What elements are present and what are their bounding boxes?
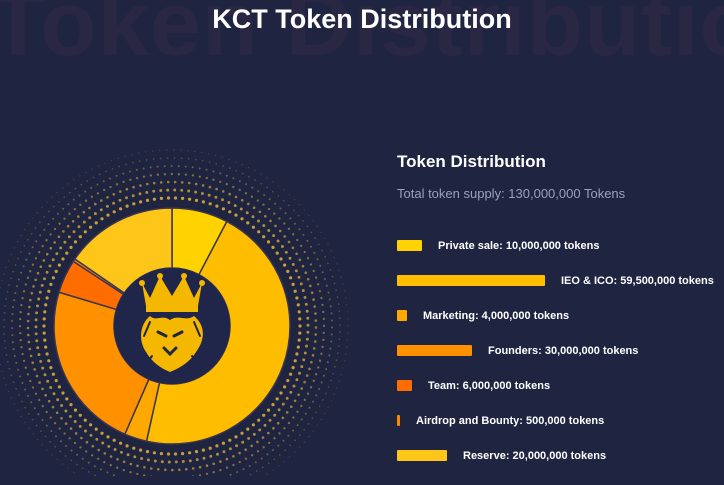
legend-item: Private sale: 10,000,000 tokens	[397, 228, 717, 263]
legend-bar	[397, 310, 407, 321]
panel-heading: Token Distribution	[397, 152, 546, 171]
donut-slices	[53, 207, 291, 445]
legend-item: Team: 6,000,000 tokens	[397, 368, 717, 403]
legend-label: Private sale: 10,000,000 tokens	[438, 239, 600, 252]
legend-item: Reserve: 20,000,000 tokens	[397, 438, 717, 473]
lion-crown-logo	[139, 273, 205, 372]
legend-bar	[397, 415, 400, 426]
legend-label: Marketing: 4,000,000 tokens	[423, 309, 570, 322]
dot-halo	[0, 149, 349, 481]
page-title: KCT Token Distribution	[212, 4, 512, 34]
legend-bar	[397, 240, 422, 251]
legend-bar	[397, 450, 447, 461]
legend-label: Founders: 30,000,000 tokens	[488, 344, 639, 357]
legend-bar	[397, 345, 472, 356]
legend-label: Team: 6,000,000 tokens	[428, 379, 551, 392]
legend-label: Airdrop and Bounty: 500,000 tokens	[416, 414, 605, 427]
distribution-panel: Token Distribution Total token supply: 1…	[397, 152, 717, 201]
legend-label: IEO & ICO: 59,500,000 tokens	[561, 274, 714, 287]
legend-bar	[397, 275, 545, 286]
donut-chart-svg	[0, 149, 349, 481]
legend-label: Reserve: 20,000,000 tokens	[463, 449, 607, 462]
legend-item: Airdrop and Bounty: 500,000 tokens	[397, 403, 717, 438]
donut-chart	[0, 126, 360, 481]
legend-item: IEO & ICO: 59,500,000 tokens	[397, 263, 717, 298]
legend-item: Marketing: 4,000,000 tokens	[397, 298, 717, 333]
background-watermark-text: Token Distributio	[0, 0, 724, 75]
total-supply-text: Total token supply: 130,000,000 Tokens	[397, 186, 626, 201]
legend-bar	[397, 380, 412, 391]
legend-item: Founders: 30,000,000 tokens	[397, 333, 717, 368]
legend: Private sale: 10,000,000 tokens IEO & ICO…	[397, 228, 717, 473]
